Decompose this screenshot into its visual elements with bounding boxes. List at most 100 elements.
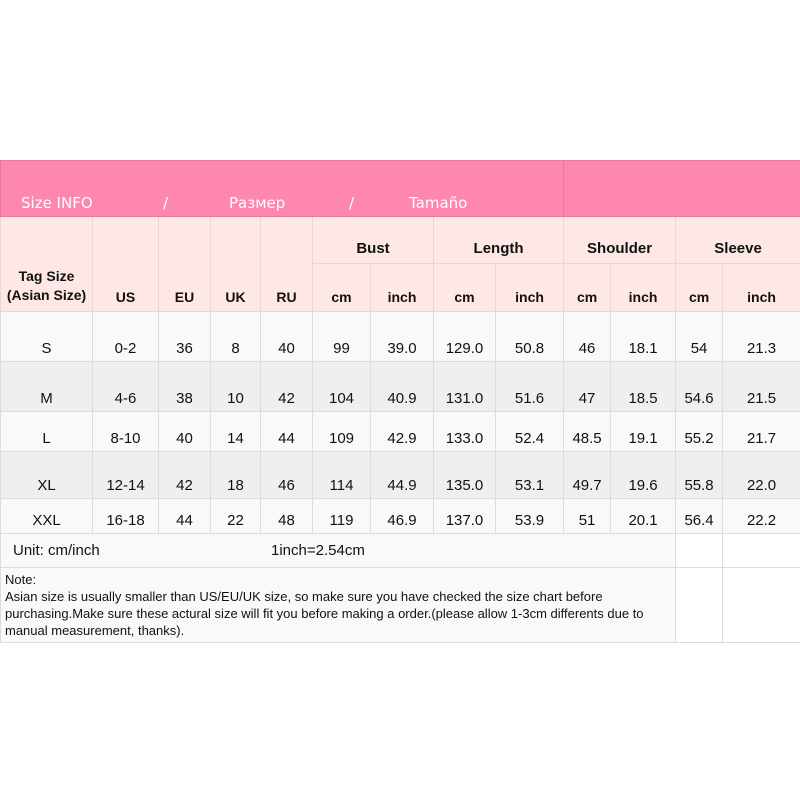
- unit-label: Unit: cm/inch: [13, 542, 100, 559]
- size-row: S 0-2 36 8 40 99 39.0 129.0 50.8 46 18.1 54 21.3: [0, 311, 800, 362]
- value-cell: 19.6: [610, 451, 677, 499]
- value-cell: 51.6: [494, 361, 565, 412]
- value-cell: 48.5: [563, 411, 612, 452]
- value-cell: 114: [312, 451, 371, 499]
- value-cell: 42: [158, 451, 211, 499]
- sleeve-header: Sleeve: [675, 216, 800, 264]
- size-cell: XXL: [0, 498, 93, 534]
- value-cell: 42: [260, 361, 313, 412]
- inch-header: inch: [722, 263, 800, 312]
- value-cell: 18.5: [610, 361, 677, 412]
- value-cell: 133.0: [433, 411, 496, 452]
- value-cell: 46: [260, 451, 313, 499]
- value-cell: 0-2: [92, 311, 159, 362]
- value-cell: 8: [210, 311, 261, 362]
- cm-header: cm: [433, 263, 496, 312]
- value-cell: 36: [158, 311, 211, 362]
- title-sep: /: [163, 194, 169, 212]
- value-cell: 53.9: [494, 498, 565, 534]
- note-label: Note:: [5, 572, 37, 587]
- value-cell: 109: [312, 411, 371, 452]
- title-ru: Размер: [229, 194, 286, 212]
- value-cell: 20.1: [610, 498, 677, 534]
- value-cell: 21.5: [722, 361, 800, 412]
- cm-header: cm: [675, 263, 724, 312]
- value-cell: 47: [563, 361, 612, 412]
- value-cell: 44.9: [370, 451, 434, 499]
- shoulder-header: Shoulder: [563, 216, 677, 264]
- value-cell: 21.3: [722, 311, 800, 362]
- value-cell: 55.2: [675, 411, 724, 452]
- title-sep: /: [349, 194, 355, 212]
- value-cell: 54.6: [675, 361, 724, 412]
- value-cell: 46: [563, 311, 612, 362]
- size-chart-table: Size INFO / Размер / Tamaño Tag Size (Asi…: [0, 160, 800, 643]
- size-cell: S: [0, 311, 93, 362]
- us-header: US: [92, 216, 159, 312]
- value-cell: 44: [158, 498, 211, 534]
- value-cell: 39.0: [370, 311, 434, 362]
- title-row: Size INFO / Размер / Tamaño: [0, 160, 800, 217]
- value-cell: 22.2: [722, 498, 800, 534]
- cm-header: cm: [312, 263, 371, 312]
- value-cell: 46.9: [370, 498, 434, 534]
- note-row: Note: Asian size is usually smaller than …: [0, 567, 800, 643]
- value-cell: 22: [210, 498, 261, 534]
- value-cell: 99: [312, 311, 371, 362]
- size-row: M 4-6 38 10 42 104 40.9 131.0 51.6 47 18.5 54.6 21.5: [0, 361, 800, 412]
- value-cell: 129.0: [433, 311, 496, 362]
- size-row: L 8-10 40 14 44 109 42.9 133.0 52.4 48.5 19.1 55.2 2…: [0, 411, 800, 452]
- size-row: XL 12-14 42 18 46 114 44.9 135.0 53.1 49.7 19.6 55.…: [0, 451, 800, 499]
- header-row-2: cm inch cm inch cm inch cm inch: [1, 263, 800, 312]
- value-cell: 14: [210, 411, 261, 452]
- value-cell: 48: [260, 498, 313, 534]
- value-cell: 137.0: [433, 498, 496, 534]
- value-cell: 52.4: [494, 411, 565, 452]
- value-cell: 12-14: [92, 451, 159, 499]
- size-row: XXL 16-18 44 22 48 119 46.9 137.0 53.9 51 20.1 56.4…: [0, 498, 800, 534]
- value-cell: 50.8: [494, 311, 565, 362]
- value-cell: 55.8: [675, 451, 724, 499]
- value-cell: 104: [312, 361, 371, 412]
- value-cell: 54: [675, 311, 724, 362]
- value-cell: 56.4: [675, 498, 724, 534]
- value-cell: 21.7: [722, 411, 800, 452]
- value-cell: 16-18: [92, 498, 159, 534]
- cm-header: cm: [563, 263, 612, 312]
- size-cell: XL: [0, 451, 93, 499]
- value-cell: 10: [210, 361, 261, 412]
- value-cell: 51: [563, 498, 612, 534]
- value-cell: 131.0: [433, 361, 496, 412]
- value-cell: 42.9: [370, 411, 434, 452]
- eu-header: EU: [158, 216, 211, 312]
- value-cell: 53.1: [494, 451, 565, 499]
- size-cell: M: [0, 361, 93, 412]
- size-cell: L: [0, 411, 93, 452]
- value-cell: 40: [158, 411, 211, 452]
- value-cell: 38: [158, 361, 211, 412]
- value-cell: 4-6: [92, 361, 159, 412]
- value-cell: 40: [260, 311, 313, 362]
- value-cell: 44: [260, 411, 313, 452]
- uk-header: UK: [210, 216, 261, 312]
- ru-header: RU: [260, 216, 313, 312]
- value-cell: 19.1: [610, 411, 677, 452]
- tag-size-header: Tag Size (Asian Size): [0, 216, 93, 312]
- value-cell: 18: [210, 451, 261, 499]
- value-cell: 18.1: [610, 311, 677, 362]
- value-cell: 22.0: [722, 451, 800, 499]
- header-row-1: Tag Size (Asian Size) US EU UK RU Bust Le…: [0, 216, 800, 312]
- value-cell: 40.9: [370, 361, 434, 412]
- inch-header: inch: [610, 263, 677, 312]
- value-cell: 135.0: [433, 451, 496, 499]
- inch-header: inch: [494, 263, 565, 312]
- bust-header: Bust: [312, 216, 434, 264]
- length-header: Length: [432, 216, 565, 264]
- value-cell: 119: [312, 498, 371, 534]
- title-en: Size INFO: [21, 194, 93, 212]
- title-es: Tamaño: [409, 194, 468, 212]
- note-text: Asian size is usually smaller than US/EU…: [5, 589, 644, 638]
- value-cell: 49.7: [563, 451, 612, 499]
- unit-row: Unit: cm/inch 1inch=2.54cm: [0, 533, 800, 568]
- conversion-label: 1inch=2.54cm: [271, 542, 365, 559]
